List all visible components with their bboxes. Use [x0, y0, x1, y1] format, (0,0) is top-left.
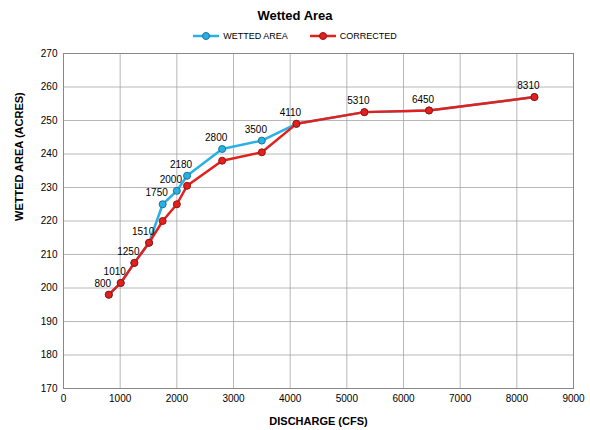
svg-text:2180: 2180	[170, 159, 193, 170]
svg-text:800: 800	[94, 278, 111, 289]
svg-text:DISCHARGE (CFS): DISCHARGE (CFS)	[269, 415, 368, 427]
svg-text:5310: 5310	[347, 95, 370, 106]
svg-text:8310: 8310	[517, 80, 540, 91]
html-text:Wetted Area: Wetted Area	[257, 8, 333, 23]
svg-text:230: 230	[41, 182, 58, 193]
svg-text:6450: 6450	[412, 94, 435, 105]
svg-text:2000: 2000	[160, 174, 183, 185]
svg-text:240: 240	[41, 148, 58, 159]
svg-text:1510: 1510	[132, 226, 155, 237]
svg-text:260: 260	[41, 81, 58, 92]
svg-text:170: 170	[41, 383, 58, 394]
svg-text:5000: 5000	[336, 393, 359, 404]
html-text:CORRECTED: CORRECTED	[339, 30, 397, 41]
svg-text:1000: 1000	[109, 393, 132, 404]
svg-text:4000: 4000	[279, 393, 302, 404]
svg-text:250: 250	[41, 115, 58, 126]
svg-text:3000: 3000	[222, 393, 245, 404]
svg-text:0: 0	[61, 393, 67, 404]
svg-text:7000: 7000	[449, 393, 472, 404]
svg-text:220: 220	[41, 215, 58, 226]
svg-text:180: 180	[41, 349, 58, 360]
svg-text:3500: 3500	[245, 124, 268, 135]
svg-text:WETTED AREA (ACRES): WETTED AREA (ACRES)	[13, 92, 25, 221]
html-text:WETTED AREA: WETTED AREA	[223, 30, 288, 41]
svg-text:270: 270	[41, 48, 58, 59]
svg-text:2800: 2800	[205, 132, 228, 143]
svg-text:8000: 8000	[506, 393, 529, 404]
svg-text:1010: 1010	[104, 266, 127, 277]
svg-text:6000: 6000	[392, 393, 415, 404]
svg-text:1250: 1250	[117, 246, 140, 257]
svg-text:200: 200	[41, 282, 58, 293]
svg-text:1750: 1750	[146, 187, 169, 198]
svg-text:210: 210	[41, 249, 58, 260]
svg-text:9000: 9000	[562, 393, 585, 404]
svg-text:190: 190	[41, 316, 58, 327]
svg-text:4110: 4110	[280, 107, 302, 118]
svg-text:2000: 2000	[166, 393, 189, 404]
